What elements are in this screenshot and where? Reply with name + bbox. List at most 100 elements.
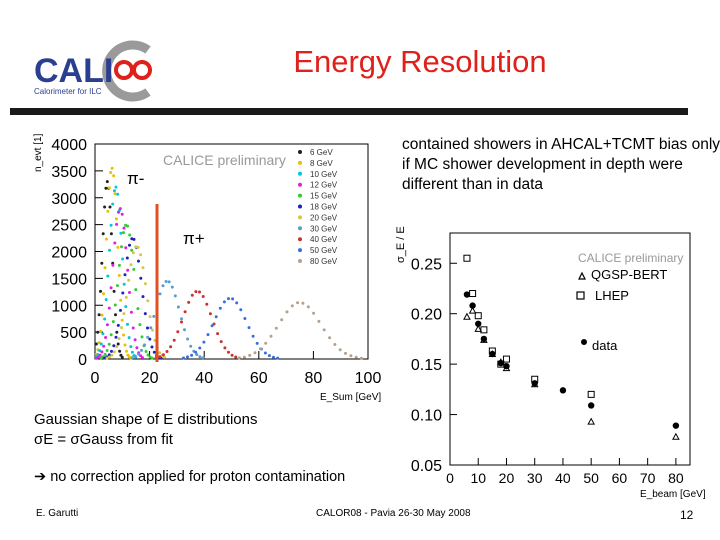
legend-marker: [298, 150, 302, 154]
data-point: [480, 335, 488, 343]
resolution-x-label: E_beam [GeV]: [640, 489, 706, 500]
histogram-point: [119, 231, 123, 235]
histogram-point: [100, 350, 104, 354]
histogram-y-tick-label: 1500: [51, 271, 87, 288]
histogram-point: [107, 306, 111, 310]
histogram-point: [127, 336, 131, 340]
legend-marker: [298, 182, 302, 187]
histogram-point: [131, 251, 135, 255]
legend-label: 30 GeV: [310, 224, 338, 233]
histogram-point: [152, 350, 156, 354]
lhep-point: [474, 312, 482, 320]
histogram-point: [198, 290, 201, 294]
histogram-x-label: E_Sum [GeV]: [320, 392, 381, 403]
histogram-point: [230, 353, 234, 357]
legend-marker: [298, 259, 302, 263]
histogram-point: [202, 340, 206, 344]
histogram-point: [109, 223, 113, 227]
qgsp-bert-point: [463, 312, 471, 320]
histogram-point: [120, 355, 124, 359]
histogram-point: [126, 322, 129, 326]
histogram-point: [242, 355, 246, 359]
histogram-point: [190, 353, 194, 357]
histogram-point: [114, 335, 118, 339]
logo-subtitle: Calorimeter for ILC: [34, 87, 102, 96]
histogram-point: [235, 301, 239, 305]
histogram-point: [116, 245, 120, 249]
histogram-point: [167, 280, 171, 284]
histogram-point: [105, 323, 109, 327]
histogram-point: [251, 334, 255, 338]
histogram-point: [109, 286, 113, 290]
histogram-point: [136, 245, 140, 249]
resolution-chart: 0 10 20 30 40 50 60 70 80 0.05 0.10 0.15 0.20 0.25 CA…: [395, 226, 706, 500]
histogram-point: [141, 295, 145, 299]
histogram-y-tick-label: 2000: [51, 245, 87, 262]
histogram-point: [120, 318, 124, 322]
energy-sum-histogram: 0 20 40 60 80 1000500100015002000250030003500…: [33, 133, 381, 403]
histogram-point: [189, 344, 193, 348]
footer-author: E. Garutti: [36, 508, 79, 519]
histogram-point: [115, 222, 119, 226]
histogram-point: [148, 315, 152, 319]
legend-marker: [298, 171, 302, 176]
histogram-point: [176, 305, 180, 309]
legend-label: 8 GeV: [310, 159, 333, 168]
histogram-series: [130, 280, 205, 360]
histogram-point: [158, 351, 162, 355]
histogram-point: [205, 302, 209, 306]
resolution-y-tick-label: 0.05: [411, 458, 442, 475]
histogram-point: [107, 186, 111, 190]
histogram-point: [180, 317, 183, 321]
histogram-point: [117, 210, 120, 214]
legend-marker: [298, 160, 302, 165]
histogram-point: [113, 241, 117, 245]
legend-label: 80 GeV: [310, 257, 338, 266]
legend-marker: [298, 237, 302, 242]
histogram-point: [125, 349, 128, 353]
gaussian-shape-text: Gaussian shape of E distributions: [34, 411, 258, 428]
histogram-point: [338, 348, 342, 352]
histogram-point: [214, 315, 218, 319]
histogram-point: [183, 310, 187, 314]
histogram-y-tick-label: 0: [78, 352, 87, 369]
data-point: [672, 422, 680, 429]
histogram-point: [94, 342, 98, 346]
histogram-point: [125, 256, 129, 260]
histogram-point: [121, 291, 125, 295]
histogram-point: [143, 343, 147, 347]
histogram-point: [150, 356, 154, 360]
histogram-point: [110, 353, 114, 357]
histogram-point: [272, 355, 275, 359]
histogram-point: [264, 341, 268, 345]
histogram-point: [344, 351, 347, 355]
histogram-point: [219, 340, 223, 344]
histogram-point: [98, 349, 102, 353]
histogram-point: [134, 288, 138, 292]
histogram-point: [328, 336, 332, 340]
histogram-y-tick-label: 3500: [51, 164, 87, 181]
histogram-preliminary-label: CALICE preliminary: [163, 152, 286, 168]
legend-label: 10 GeV: [310, 170, 338, 179]
histogram-point: [109, 333, 113, 337]
histogram-point: [133, 338, 137, 342]
histogram-point: [128, 233, 132, 237]
histogram-point: [322, 328, 326, 332]
legend-label: 20 GeV: [310, 213, 338, 222]
histogram-point: [198, 355, 202, 359]
histogram-point: [117, 337, 121, 341]
histogram-point: [114, 313, 117, 317]
histogram-point: [269, 334, 273, 338]
resolution-frame: [449, 232, 691, 466]
data-point: [489, 350, 496, 358]
data-point: [587, 402, 595, 409]
histogram-point: [176, 330, 180, 334]
histogram-point: [115, 284, 119, 288]
histogram-point: [144, 350, 148, 353]
arrow-right-icon: ➔: [34, 469, 47, 485]
histogram-point: [161, 353, 165, 357]
histogram-point: [227, 350, 230, 354]
histogram-series: [99, 223, 154, 360]
histogram-point: [173, 294, 177, 298]
histogram-point: [212, 322, 216, 326]
